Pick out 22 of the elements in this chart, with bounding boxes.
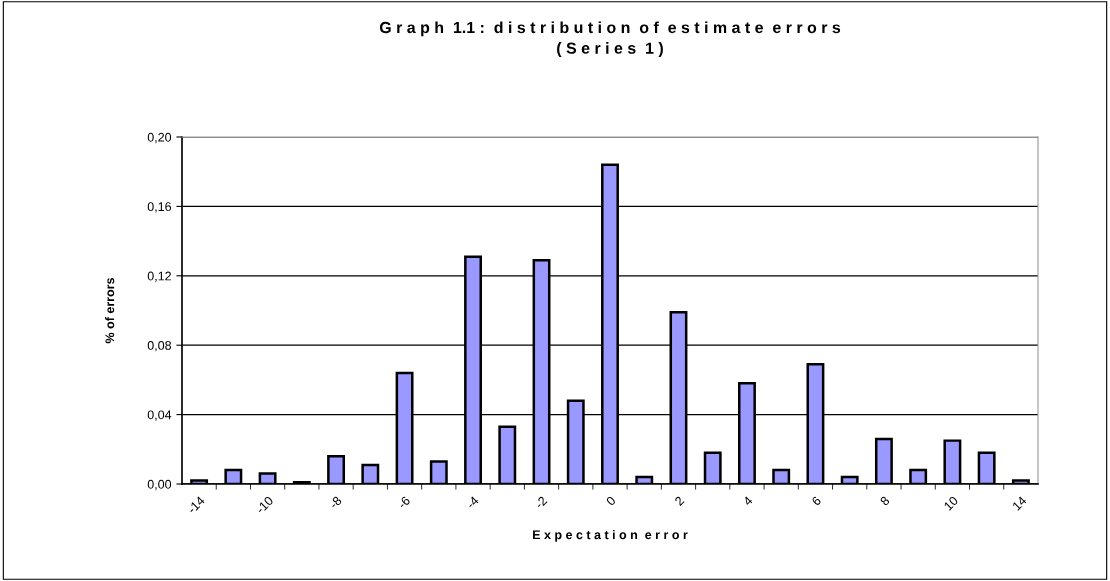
x-tick-label: 2 — [674, 495, 685, 506]
x-tick-label: 8 — [879, 495, 891, 507]
x-tick-label: 10 — [943, 495, 959, 511]
x-tick-label: -2 — [534, 495, 548, 509]
x-tick-label: 0 — [605, 495, 617, 507]
y-tick-label: 0,20 — [147, 132, 172, 144]
x-tick-label: -10 — [255, 495, 274, 514]
y-tick-label: 0,12 — [147, 271, 171, 282]
y-tick-label: 0,16 — [147, 202, 172, 213]
chart-title: G r a p h 1.1 : d i s t r i b u t i o n o f e s t i m a t e e r r o r s ( S e r i e s 1 ) — [379, 21, 841, 57]
x-tick-label: -6 — [397, 495, 411, 510]
x-tick-label: -14 — [187, 495, 206, 514]
y-tick-label: 0,08 — [147, 341, 172, 352]
x-tick-label: 6 — [811, 495, 822, 507]
x-tick-label: 14 — [1012, 495, 1028, 511]
y-tick-label: 0,04 — [147, 410, 172, 421]
x-tick-label: -8 — [328, 495, 343, 510]
x-tick-label: -4 — [465, 495, 480, 509]
x-axis-title: E x p e c t a t i o n e r r o r — [533, 530, 688, 542]
y-axis-title: % of errors — [105, 278, 115, 344]
x-tick-label: 4 — [742, 495, 754, 507]
y-tick-label: 0,00 — [147, 479, 172, 491]
